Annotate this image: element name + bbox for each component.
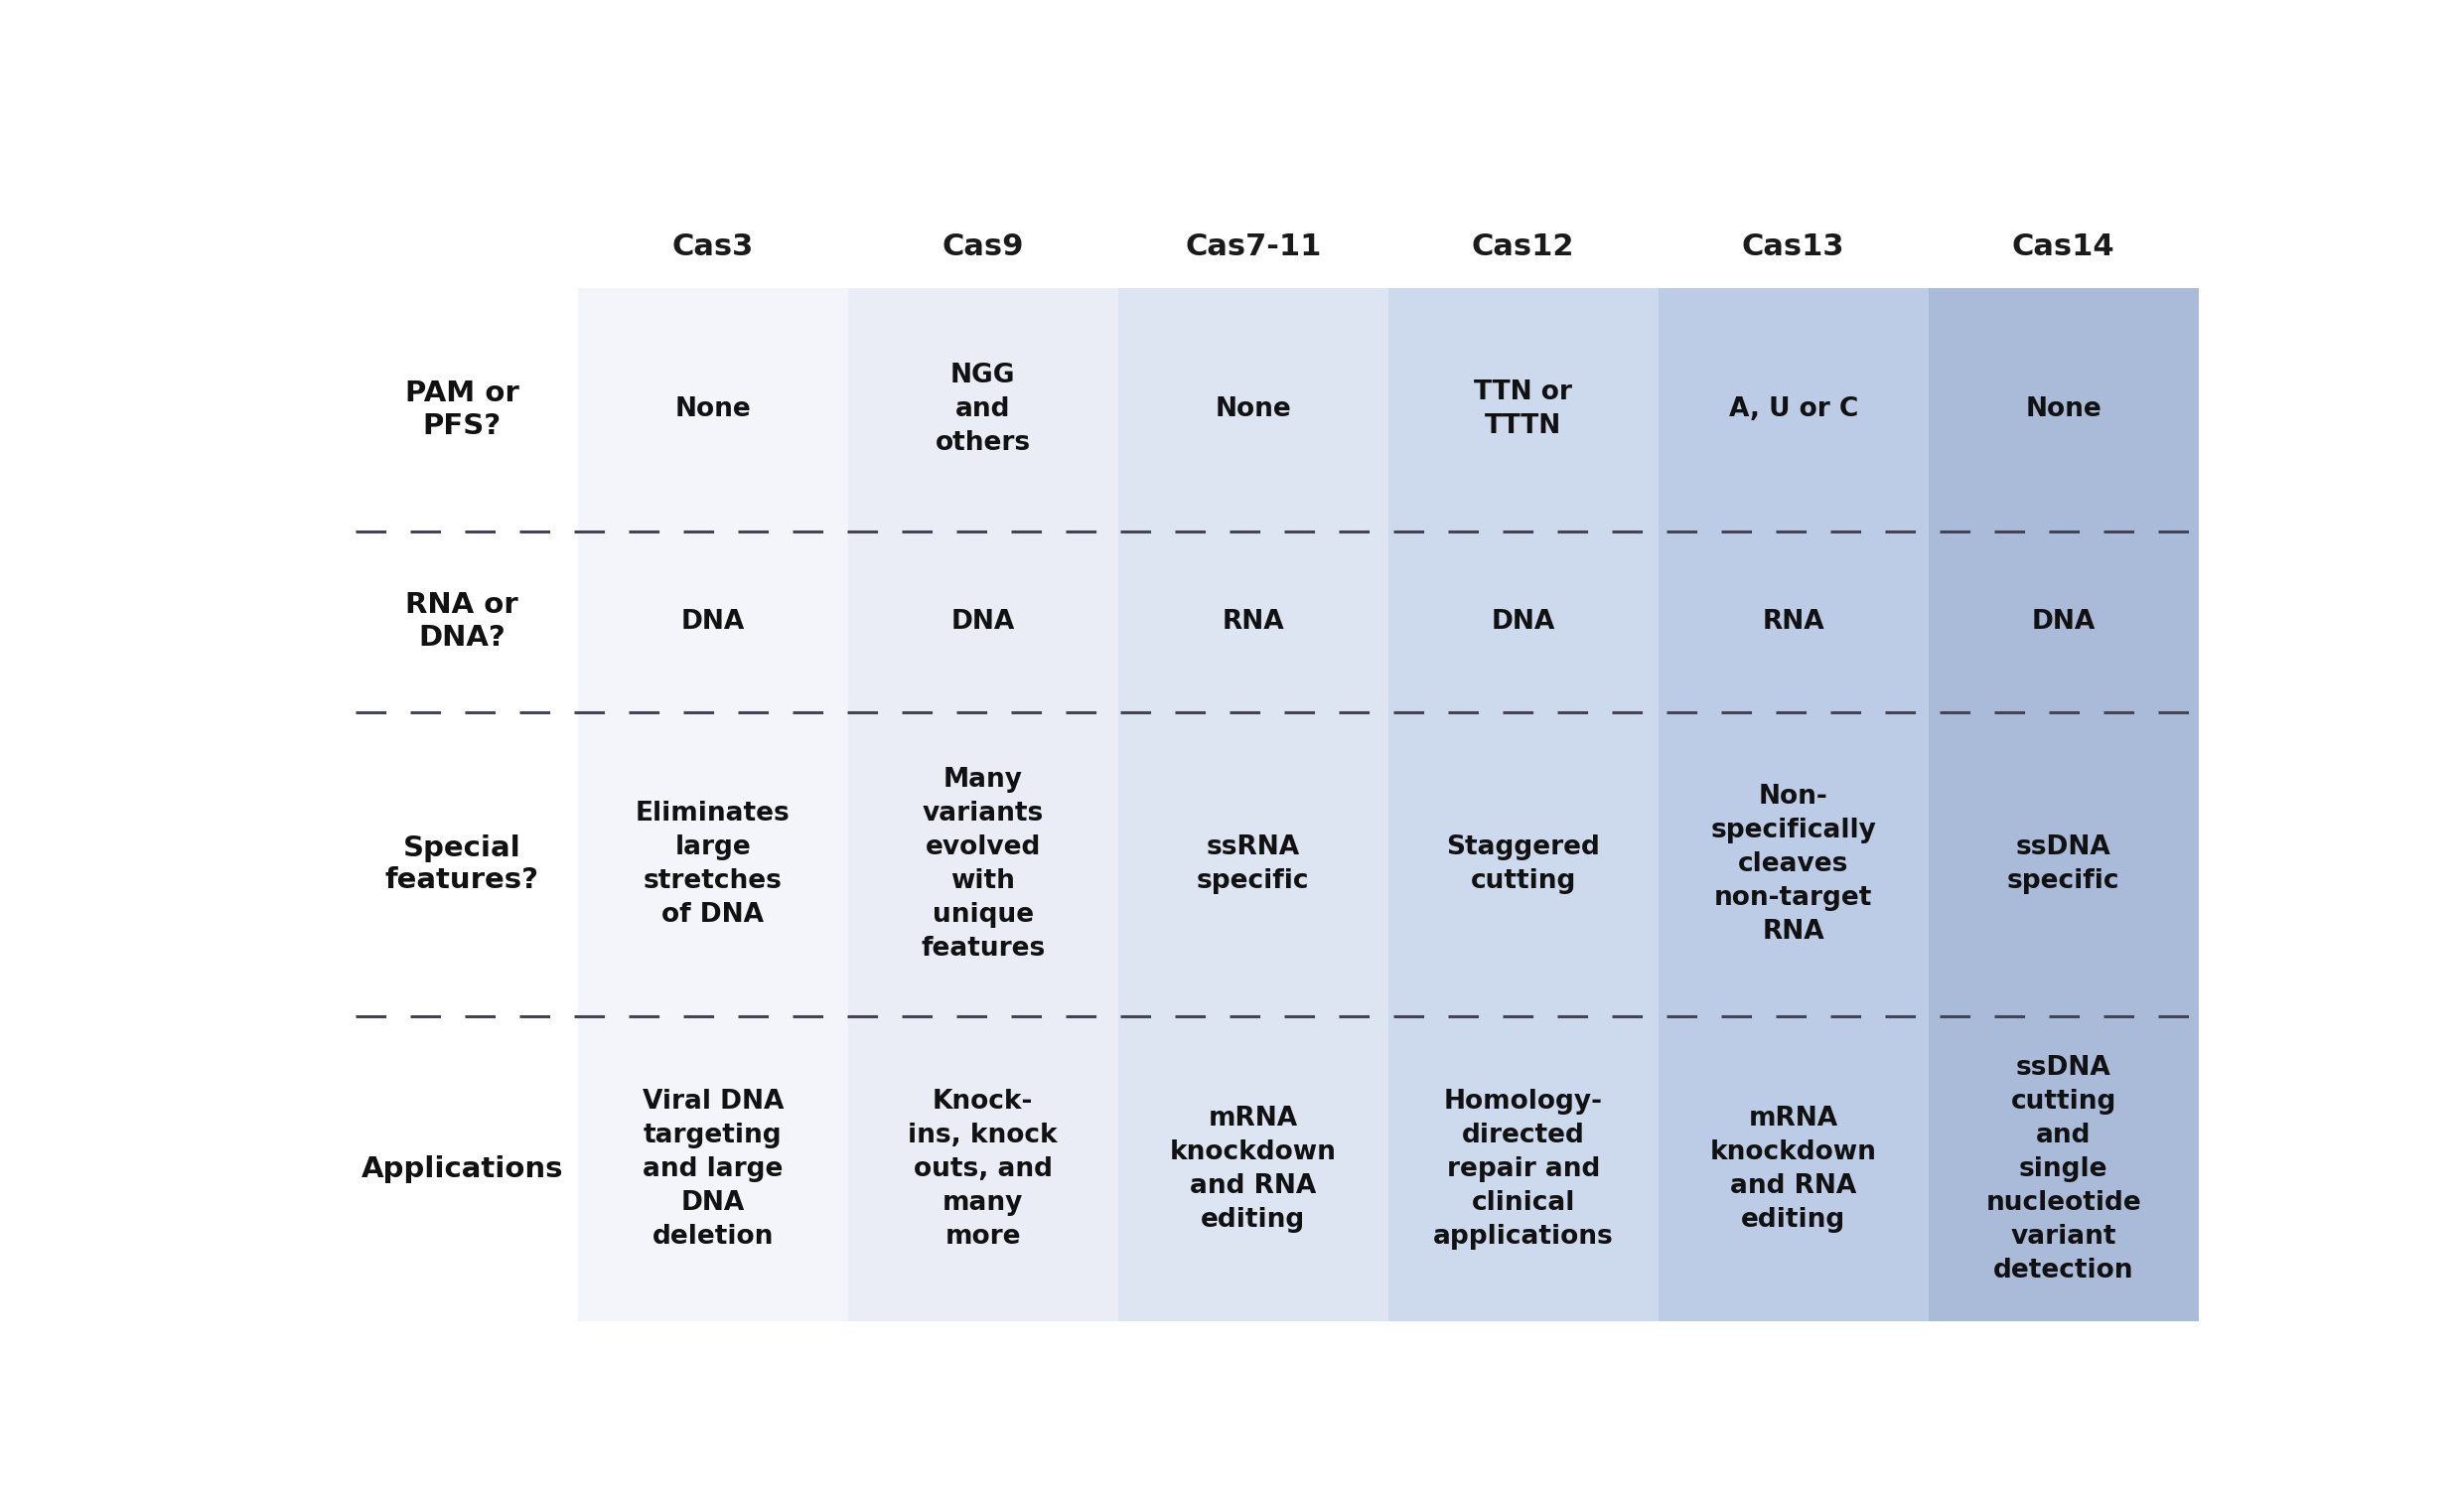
- Text: mRNA
knockdown
and RNA
editing: mRNA knockdown and RNA editing: [1170, 1106, 1335, 1233]
- Text: Knock-
ins, knock
outs, and
many
more: Knock- ins, knock outs, and many more: [909, 1088, 1057, 1250]
- Text: ssDNA
specific: ssDNA specific: [2008, 834, 2119, 895]
- Bar: [1119, 532, 1387, 712]
- Text: DNA: DNA: [951, 609, 1015, 635]
- Bar: [1119, 712, 1387, 1017]
- Bar: [577, 289, 848, 532]
- Bar: [1119, 1017, 1387, 1322]
- Text: Staggered
cutting: Staggered cutting: [1446, 834, 1599, 895]
- Bar: [1658, 1017, 1929, 1322]
- Text: RNA: RNA: [1222, 609, 1284, 635]
- Bar: [1929, 532, 2198, 712]
- Text: DNA: DNA: [680, 609, 744, 635]
- Bar: [1387, 289, 1658, 532]
- Text: Special
features?: Special features?: [384, 834, 540, 895]
- Text: ssRNA
specific: ssRNA specific: [1198, 834, 1308, 895]
- Text: Applications: Applications: [360, 1156, 562, 1183]
- Text: Cas13: Cas13: [1742, 233, 1846, 261]
- Bar: [848, 1017, 1119, 1322]
- Text: PAM or
PFS?: PAM or PFS?: [404, 379, 520, 440]
- Text: NGG
and
others: NGG and others: [936, 363, 1030, 456]
- Text: Cas3: Cas3: [673, 233, 754, 261]
- Text: Non-
specifically
cleaves
non-target
RNA: Non- specifically cleaves non-target RNA: [1710, 784, 1875, 944]
- Text: DNA: DNA: [2030, 609, 2094, 635]
- Bar: [848, 289, 1119, 532]
- Text: Homology-
directed
repair and
clinical
applications: Homology- directed repair and clinical a…: [1434, 1088, 1614, 1250]
- Bar: [577, 712, 848, 1017]
- Bar: [848, 712, 1119, 1017]
- Text: DNA: DNA: [1491, 609, 1555, 635]
- Text: RNA: RNA: [1762, 609, 1823, 635]
- Text: None: None: [675, 397, 752, 423]
- Text: None: None: [2025, 397, 2102, 423]
- Text: mRNA
knockdown
and RNA
editing: mRNA knockdown and RNA editing: [1710, 1106, 1878, 1233]
- Text: Cas14: Cas14: [2013, 233, 2114, 261]
- Text: RNA or
DNA?: RNA or DNA?: [407, 591, 517, 651]
- Text: A, U or C: A, U or C: [1730, 397, 1858, 423]
- Text: Cas12: Cas12: [1471, 233, 1574, 261]
- Bar: [577, 532, 848, 712]
- Bar: [1658, 532, 1929, 712]
- Text: Eliminates
large
stretches
of DNA: Eliminates large stretches of DNA: [636, 801, 791, 928]
- Text: None: None: [1215, 397, 1291, 423]
- Bar: [1387, 712, 1658, 1017]
- Text: TTN or
TTTN: TTN or TTTN: [1473, 379, 1572, 440]
- Bar: [1658, 712, 1929, 1017]
- Bar: [848, 532, 1119, 712]
- Text: Viral DNA
targeting
and large
DNA
deletion: Viral DNA targeting and large DNA deleti…: [643, 1088, 784, 1250]
- Text: ssDNA
cutting
and
single
nucleotide
variant
detection: ssDNA cutting and single nucleotide vari…: [1986, 1055, 2141, 1283]
- Bar: [577, 1017, 848, 1322]
- Text: Cas7-11: Cas7-11: [1185, 233, 1321, 261]
- Bar: [1387, 1017, 1658, 1322]
- Bar: [1929, 289, 2198, 532]
- Bar: [1929, 1017, 2198, 1322]
- Bar: [1929, 712, 2198, 1017]
- Text: Cas9: Cas9: [941, 233, 1025, 261]
- Text: Many
variants
evolved
with
unique
features: Many variants evolved with unique featur…: [922, 768, 1045, 961]
- Bar: [1119, 289, 1387, 532]
- Bar: [1658, 289, 1929, 532]
- Bar: [1387, 532, 1658, 712]
